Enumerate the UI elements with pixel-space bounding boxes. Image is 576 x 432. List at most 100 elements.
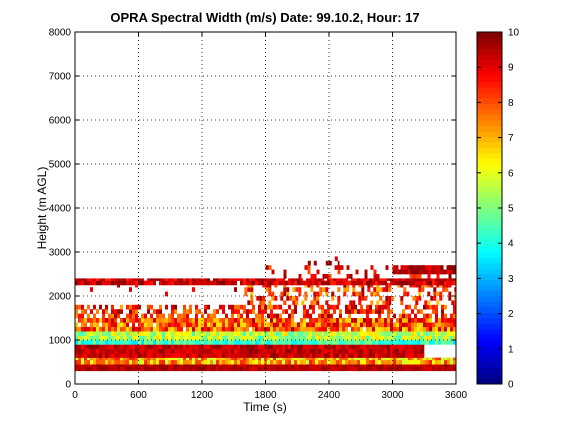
heatmap-cell [402,309,405,314]
heatmap-cell [162,348,165,354]
heatmap-cell [258,322,261,328]
heatmap-cell [288,364,291,367]
heatmap-cell [280,291,284,297]
heatmap-cell [99,359,102,365]
heatmap-cell [249,318,252,323]
heatmap-cell [309,280,312,286]
heatmap-cell [318,304,321,310]
heatmap-cell [351,348,354,354]
heatmap-cell [237,335,240,341]
heatmap-cell [366,344,369,350]
heatmap-cell [447,322,450,328]
heatmap-cell [123,344,126,350]
heatmap-cell [325,300,329,306]
heatmap-cell [99,326,102,332]
heatmap-cell [171,359,174,365]
heatmap-cell [378,331,381,336]
heatmap-cell [339,348,342,354]
heatmap-cell [345,326,348,332]
y-tick-label: 7000 [49,72,72,83]
heatmap-cell [438,357,441,361]
heatmap-cell [441,326,444,332]
heatmap-cell [78,313,81,319]
heatmap-cell [324,340,327,345]
heatmap-cell [387,331,390,336]
heatmap-cell [327,340,330,345]
heatmap-cell [375,340,378,345]
heatmap-cell [132,359,135,365]
heatmap-cell [291,318,294,323]
heatmap-cell [240,335,243,341]
heatmap-cell [222,344,225,350]
heatmap-cell [318,278,321,281]
heatmap-cell [435,326,438,332]
heatmap-cell [78,366,81,372]
heatmap-cell [84,331,87,336]
heatmap-cell [345,278,348,281]
heatmap-cell [449,265,453,270]
heatmap-cell [168,335,171,341]
heatmap-cell [414,353,417,358]
heatmap-cell [384,353,387,358]
x-tick-label: 3600 [445,390,468,401]
heatmap-cell [262,300,266,306]
heatmap-cell [189,331,192,336]
heatmap-cell [348,335,351,341]
heatmap-cell [330,340,333,345]
heatmap-cell [213,278,216,281]
heatmap-cell [330,344,333,350]
heatmap-cell [252,322,255,328]
heatmap-cell [99,304,102,310]
heatmap-cell [289,296,293,301]
heatmap-cell [147,318,150,323]
heatmap-cell [408,353,411,358]
heatmap-cell [177,318,180,323]
heatmap-cell [255,348,258,354]
heatmap-cell [381,359,384,365]
heatmap-cell [315,322,318,328]
heatmap-cell [96,344,99,350]
heatmap-cell [222,322,225,328]
heatmap-cell [385,300,389,306]
heatmap-cell [419,269,423,275]
heatmap-cell [156,353,159,358]
heatmap-cell [408,335,411,341]
heatmap-cell [81,278,84,281]
heatmap-cell [267,357,270,361]
heatmap-cell [315,278,318,281]
heatmap-cell [283,287,287,292]
heatmap-cell [291,366,294,372]
heatmap-cell [315,357,318,361]
heatmap-cell [358,291,362,297]
heatmap-cell [373,287,377,292]
heatmap-cell [114,322,117,328]
colorbar-segment [477,230,502,236]
heatmap-cell [337,260,340,266]
heatmap-cell [450,278,453,281]
heatmap-cell [126,353,129,358]
colorbar-segment [477,37,502,44]
heatmap-cell [90,287,93,292]
heatmap-cell [201,313,204,319]
heatmap-cell [93,340,96,345]
heatmap-cell [147,331,150,336]
heatmap-cell [201,353,204,358]
heatmap-cell [373,291,377,297]
heatmap-cell [195,335,198,341]
heatmap-cell [276,278,279,281]
heatmap-cell [252,366,255,372]
heatmap-cell [189,322,192,328]
heatmap-cell [165,364,168,367]
heatmap-cell [237,344,240,350]
heatmap-cell [114,309,117,314]
heatmap-cell [405,357,408,361]
heatmap-cell [291,348,294,354]
heatmap-cell [405,344,408,350]
heatmap-cell [225,366,228,372]
heatmap-cell [183,304,186,310]
heatmap-cell [129,280,132,286]
heatmap-cell [357,326,360,332]
heatmap-cell [351,322,354,328]
heatmap-cell [153,280,156,286]
heatmap-cell [210,340,213,345]
